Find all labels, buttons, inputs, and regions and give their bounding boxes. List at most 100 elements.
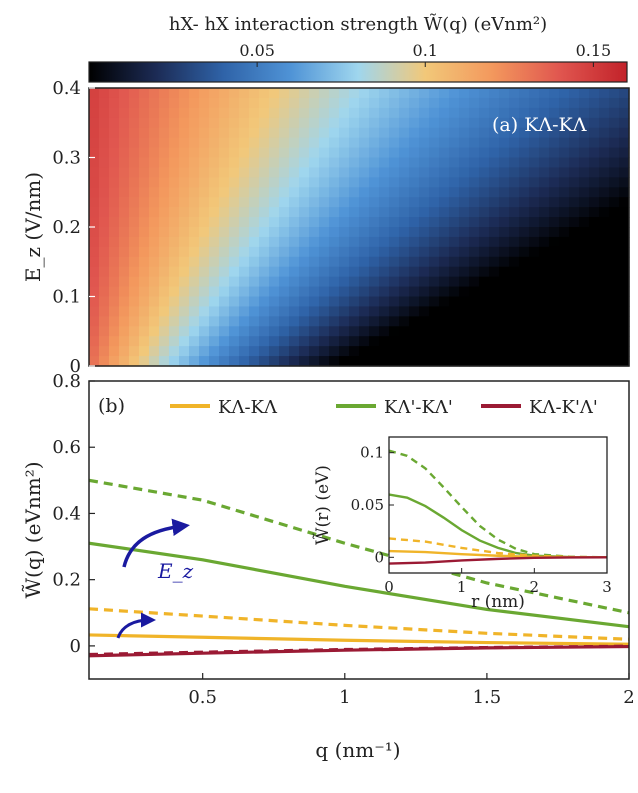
heatmap-cell	[359, 356, 370, 367]
heatmap-cell	[559, 326, 570, 337]
heatmap-cell	[519, 107, 530, 119]
heatmap-cell	[149, 266, 160, 278]
heatmap-cell	[209, 207, 220, 218]
heatmap-cell	[219, 88, 230, 99]
heatmap-cell	[299, 356, 310, 367]
heatmap-cell	[199, 137, 210, 149]
heatmap-cell	[189, 97, 200, 109]
heatmap-cell	[569, 167, 580, 178]
inset-ytick-label: 0.1	[360, 444, 384, 462]
heatmap-cell	[599, 346, 610, 357]
heatmap-cell	[489, 316, 500, 327]
heatmap-cell	[609, 107, 620, 119]
heatmap-cell	[229, 246, 240, 258]
heatmap-cell	[349, 336, 360, 347]
heatmap-cell	[379, 147, 390, 159]
heatmap-cell	[549, 266, 560, 278]
heatmap-cell	[309, 107, 320, 119]
heatmap-cell	[359, 207, 370, 218]
heatmap-cell	[509, 117, 520, 129]
heatmap-cell	[519, 356, 530, 367]
heatmap-cell	[249, 177, 260, 188]
heatmap-cell	[539, 177, 550, 188]
heatmap-cell	[549, 236, 560, 248]
heatmap-cell	[309, 227, 320, 238]
heatmap-cell	[299, 336, 310, 347]
heatmap-cell	[139, 207, 150, 218]
heatmap-cell	[429, 266, 440, 278]
heatmap-cell	[389, 157, 400, 169]
heatmap-cell	[619, 256, 630, 268]
heatmap-cell	[349, 246, 360, 258]
heatmap-cell	[309, 217, 320, 228]
heatmap-cell	[279, 117, 290, 129]
heatmap-cell	[249, 207, 260, 218]
heatmap-cell	[619, 286, 630, 298]
heatmap-cell	[419, 256, 430, 268]
heatmap-cell	[569, 217, 580, 228]
panel-b-label: (b)	[98, 395, 125, 417]
heatmap-cell	[419, 137, 430, 149]
heatmap-cell	[359, 197, 370, 208]
series-line-2	[89, 541, 629, 629]
heatmap-cell	[489, 286, 500, 298]
heatmap-cell	[189, 346, 200, 357]
heatmap-cell	[99, 117, 110, 129]
heatmap-cell	[439, 316, 450, 327]
heatmap-cell	[309, 356, 320, 367]
panel-a-yticks: 00.10.20.30.4	[52, 78, 95, 377]
heatmap-cell	[549, 177, 560, 188]
heatmap-cell	[289, 207, 300, 218]
heatmap-cell	[439, 266, 450, 278]
heatmap-cell	[379, 97, 390, 109]
heatmap-cell	[139, 137, 150, 149]
heatmap-cell	[529, 107, 540, 119]
heatmap-cell	[129, 97, 140, 109]
heatmap-cell	[149, 286, 160, 298]
heatmap-cell	[589, 356, 600, 367]
heatmap-cell	[99, 356, 110, 367]
heatmap-cell	[239, 236, 250, 248]
heatmap-cell	[189, 286, 200, 298]
heatmap-cell	[529, 97, 540, 109]
heatmap-cell	[239, 107, 250, 119]
heatmap-cell	[559, 187, 570, 198]
heatmap-cell	[359, 306, 370, 317]
heatmap-cell	[349, 266, 360, 278]
heatmap-cell	[499, 117, 510, 129]
heatmap-cell	[359, 217, 370, 228]
heatmap-cell	[449, 346, 460, 357]
heatmap-cell	[109, 88, 120, 99]
heatmap-cell	[569, 227, 580, 238]
heatmap-cell	[599, 187, 610, 198]
heatmap-cell	[369, 127, 380, 139]
heatmap-cell	[359, 147, 370, 159]
heatmap-cell	[479, 217, 490, 228]
heatmap-cell	[279, 326, 290, 337]
heatmap-cell	[259, 167, 270, 178]
heatmap-cell	[169, 197, 180, 208]
heatmap-cell	[429, 356, 440, 367]
heatmap-cell	[259, 236, 270, 248]
heatmap-cell	[189, 266, 200, 278]
heatmap-cell	[389, 187, 400, 198]
heatmap-cell	[389, 256, 400, 268]
heatmap-cell	[489, 127, 500, 139]
heatmap-cell	[499, 356, 510, 367]
heatmap-cell	[169, 207, 180, 218]
heatmap-cell	[379, 296, 390, 308]
heatmap-cell	[139, 306, 150, 317]
heatmap-cell	[89, 346, 100, 357]
heatmap-cell	[519, 326, 530, 337]
heatmap-cell	[319, 326, 330, 337]
heatmap-cell	[179, 296, 190, 308]
heatmap-cell	[269, 336, 280, 347]
heatmap-cell	[119, 326, 130, 337]
heatmap-cell	[469, 107, 480, 119]
heatmap-cell	[299, 107, 310, 119]
heatmap-cell	[439, 177, 450, 188]
heatmap-cell	[239, 266, 250, 278]
heatmap-cell	[239, 207, 250, 218]
heatmap-cell	[479, 197, 490, 208]
heatmap-cell	[209, 217, 220, 228]
